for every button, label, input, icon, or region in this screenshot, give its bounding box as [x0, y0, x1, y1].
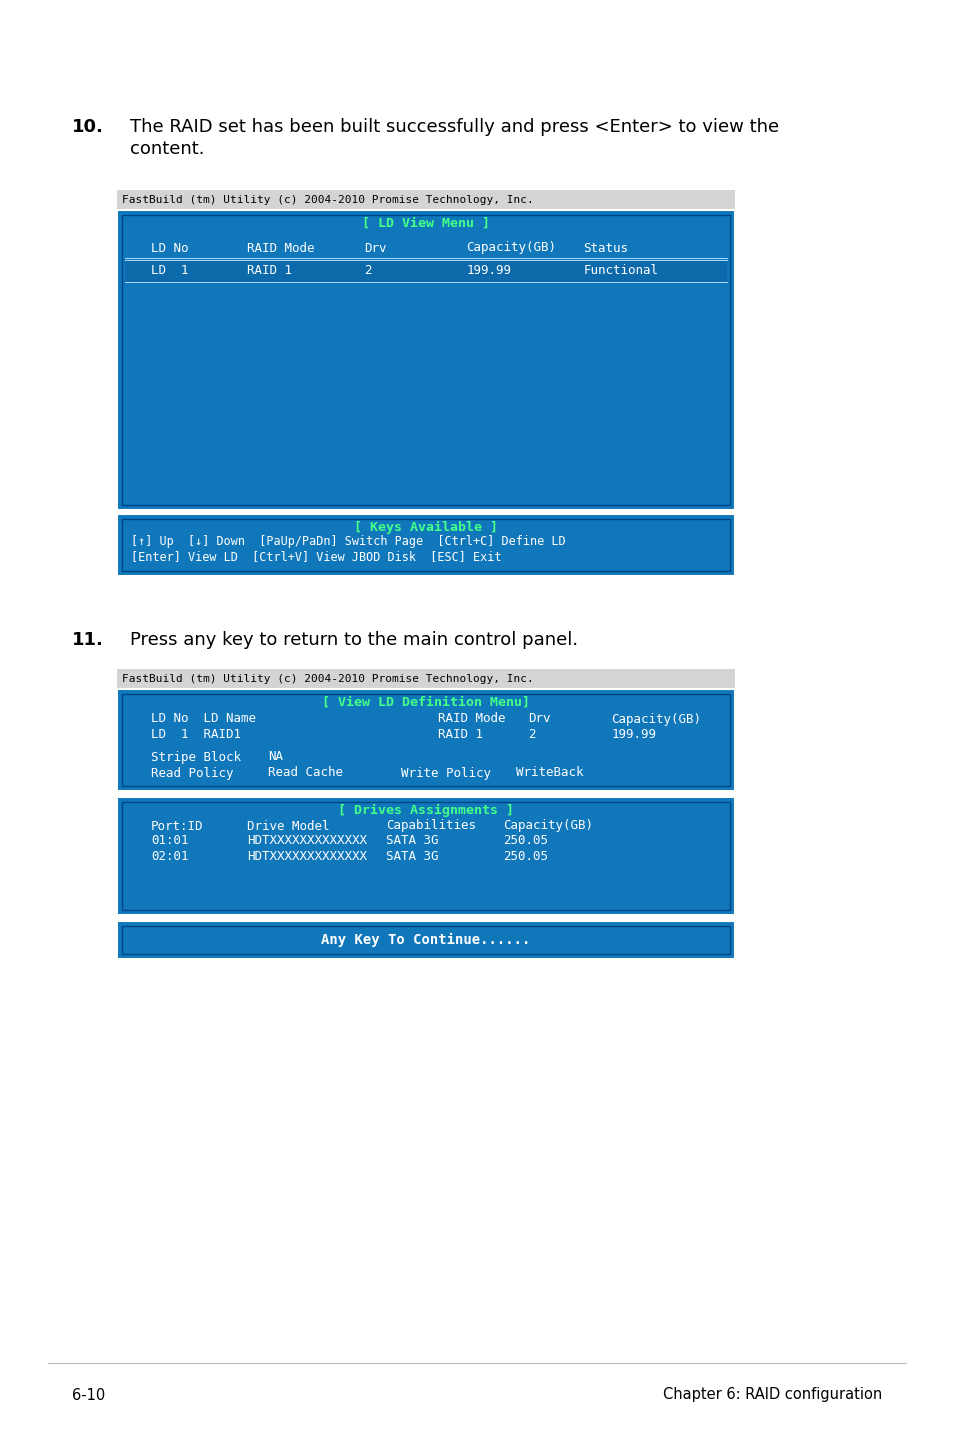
Bar [117, 513, 734, 577]
Text: 10.: 10. [71, 118, 104, 137]
Bar [117, 920, 734, 959]
Text: Read Cache: Read Cache [268, 766, 343, 779]
Text: Port:ID: Port:ID [151, 820, 203, 833]
Bar [117, 669, 734, 689]
Text: [ LD View Menu ]: [ LD View Menu ] [361, 217, 490, 230]
Text: FastBuild (tm) Utility (c) 2004-2010 Promise Technology, Inc.: FastBuild (tm) Utility (c) 2004-2010 Pro… [122, 674, 533, 684]
Bar [122, 802, 729, 910]
Text: LD No: LD No [151, 242, 189, 255]
Text: Capabilities: Capabilities [385, 820, 476, 833]
Text: [Enter] View LD  [Ctrl+V] View JBOD Disk  [ESC] Exit: [Enter] View LD [Ctrl+V] View JBOD Disk … [131, 551, 501, 564]
Bar [117, 210, 734, 510]
Text: LD  1: LD 1 [151, 265, 189, 278]
Text: 6-10: 6-10 [71, 1388, 105, 1402]
Bar [122, 926, 729, 953]
Text: RAID Mode: RAID Mode [437, 712, 505, 726]
Text: LD  1  RAID1: LD 1 RAID1 [151, 729, 241, 742]
Text: FastBuild (tm) Utility (c) 2004-2010 Promise Technology, Inc.: FastBuild (tm) Utility (c) 2004-2010 Pro… [122, 196, 533, 206]
Bar [122, 695, 729, 787]
Text: Write Policy: Write Policy [401, 766, 491, 779]
Text: RAID 1: RAID 1 [437, 729, 483, 742]
Text: Stripe Block: Stripe Block [151, 751, 241, 764]
Text: HDTXXXXXXXXXXXXX: HDTXXXXXXXXXXXXX [247, 850, 366, 863]
Text: SATA 3G: SATA 3G [385, 834, 437, 847]
Text: [ Keys Available ]: [ Keys Available ] [354, 521, 497, 533]
Text: Status: Status [583, 242, 628, 255]
Text: The RAID set has been built successfully and press <Enter> to view the: The RAID set has been built successfully… [130, 118, 779, 137]
Text: HDTXXXXXXXXXXXXX: HDTXXXXXXXXXXXXX [247, 834, 366, 847]
Text: [ View LD Definition Menu]: [ View LD Definition Menu] [322, 696, 530, 709]
Text: [ Drives Assignments ]: [ Drives Assignments ] [337, 804, 514, 817]
Bar [117, 920, 734, 959]
Text: 199.99: 199.99 [466, 265, 511, 278]
Bar [117, 210, 734, 510]
Text: 199.99: 199.99 [611, 729, 656, 742]
Text: 11.: 11. [71, 631, 104, 649]
Bar [117, 797, 734, 915]
Text: 2: 2 [364, 265, 372, 278]
Bar [117, 689, 734, 791]
Text: 01:01: 01:01 [151, 834, 189, 847]
Text: Chapter 6: RAID configuration: Chapter 6: RAID configuration [662, 1388, 882, 1402]
Text: 02:01: 02:01 [151, 850, 189, 863]
Text: 250.05: 250.05 [503, 850, 548, 863]
Text: SATA 3G: SATA 3G [385, 850, 437, 863]
Text: Press any key to return to the main control panel.: Press any key to return to the main cont… [130, 631, 578, 649]
Bar [122, 519, 729, 571]
Text: Drv: Drv [527, 712, 550, 726]
Text: content.: content. [130, 139, 204, 158]
Text: Functional: Functional [583, 265, 658, 278]
Text: Drive Model: Drive Model [247, 820, 329, 833]
Text: Read Policy: Read Policy [151, 766, 233, 779]
Bar [117, 190, 734, 210]
Text: Capacity(GB): Capacity(GB) [611, 712, 700, 726]
Text: RAID Mode: RAID Mode [247, 242, 314, 255]
Text: WriteBack: WriteBack [515, 766, 582, 779]
Text: LD No  LD Name: LD No LD Name [151, 712, 255, 726]
Bar [125, 260, 726, 282]
Text: Capacity(GB): Capacity(GB) [503, 820, 593, 833]
Text: [↑] Up  [↓] Down  [PaUp/PaDn] Switch Page  [Ctrl+C] Define LD: [↑] Up [↓] Down [PaUp/PaDn] Switch Page … [131, 535, 565, 548]
Bar [122, 216, 729, 505]
Text: Drv: Drv [364, 242, 386, 255]
Text: NA: NA [268, 751, 283, 764]
Text: Any Key To Continue......: Any Key To Continue...... [321, 933, 530, 948]
Bar [117, 513, 734, 577]
Bar [117, 797, 734, 915]
Text: Capacity(GB): Capacity(GB) [466, 242, 556, 255]
Bar [117, 689, 734, 791]
Text: 2: 2 [527, 729, 535, 742]
Text: 250.05: 250.05 [503, 834, 548, 847]
Text: RAID 1: RAID 1 [247, 265, 292, 278]
